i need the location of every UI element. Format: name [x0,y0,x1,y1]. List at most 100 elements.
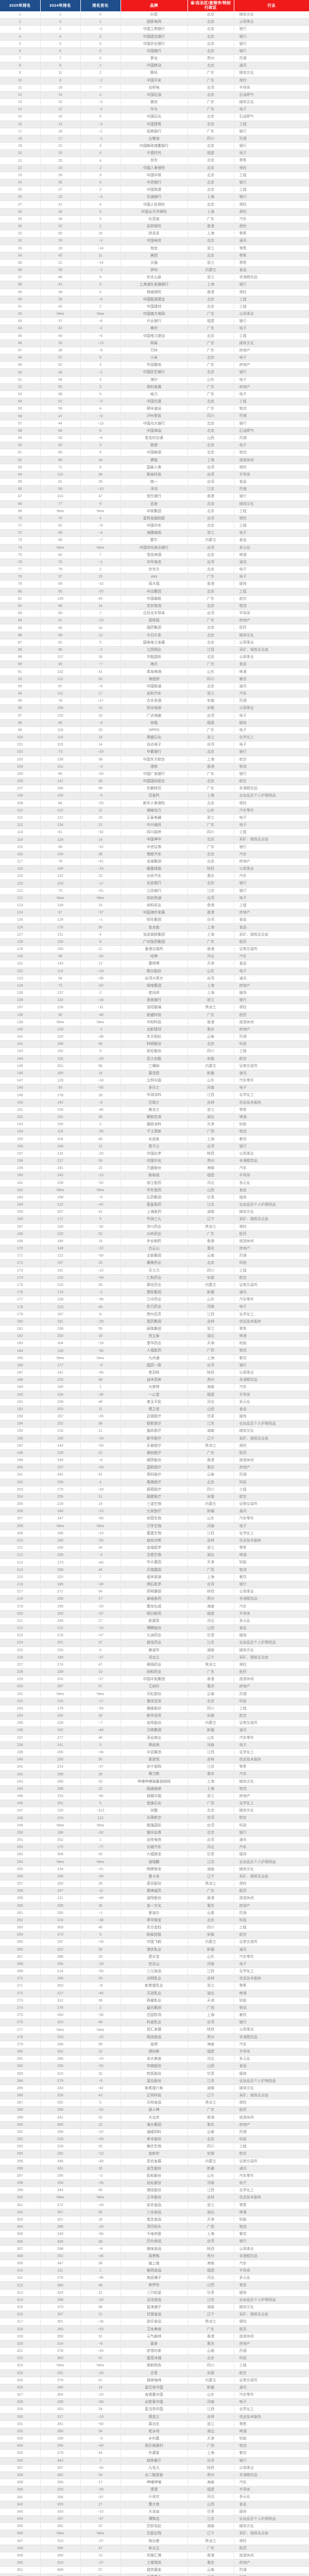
cell-region: 北京 [187,602,234,611]
table-row: 82 96 14 京东物流 北京 物流 [0,602,309,611]
cell-brand: 石药集团 [121,1194,188,1202]
cell-brand: 湊湊 [121,2486,188,2494]
cell-rank2025: 272 [0,1990,41,1997]
cell-brand: 拼多多 [121,230,188,238]
cell-brand: 江西铜业 [121,646,188,654]
cell-brand: 华东医药 [121,1187,188,1194]
table-row: 344 297 −47 谭鸭血 江苏 化妆品及个人护理用品 [0,2515,309,2523]
cell-brand: 中国太平洋保险 [121,208,188,216]
table-row: 124 67 −57 中国海外发展 香港 房地产 [0,909,309,917]
table-row: 47 38 −9 万科 广东 房地产 [0,347,309,355]
cell-rank2025: 128 [0,938,41,946]
cell-brand: 中国中车 [121,522,188,530]
cell-change: 20 [80,726,121,735]
cell-industry: 工程 [234,398,309,406]
cell-change: −3 [80,193,121,201]
table-row: 318 265 −53 卫龙美味 广东 医药 [0,2325,309,2333]
cell-region: 北京 [187,368,234,377]
table-row: 181 236 55 丽珠集团 浙江 零售 [0,1325,309,1333]
column-header-region: 省/自治区/直辖市/特别行政区 [187,0,234,11]
table-row: 316 337 21 甘源食品 辽宁 采矿、钢铁及冶金 [0,2311,309,2319]
cell-region: 上海 [187,931,234,939]
cell-brand: 潍柴动力 [121,807,188,815]
cell-industry: 公用事业 [234,639,309,647]
cell-brand: 微创医疗 [121,1449,188,1458]
cell-region: 贵州 [187,1595,234,1603]
cell-rank2024: 292 [40,2099,81,2107]
cell-brand: 新和成 [121,1172,188,1180]
cell-brand: 今日头条 [121,632,188,639]
cell-change: 37 [80,2522,121,2531]
cell-rank2024: 227 [40,1990,81,1997]
cell-rank2024: 107 [40,653,81,662]
cell-industry: 房地产 [234,2559,309,2567]
cell-rank2024: 128 [40,1347,81,1355]
table-row: 304 285 −19 湾仔码头 广西 物流 [0,2223,309,2231]
cell-rank2024: 178 [40,1091,81,1099]
cell-industry: 公用事业 [234,1150,309,1158]
cell-rank2025: 188 [0,1376,41,1384]
cell-region: 陕西 [187,1150,234,1158]
cell-rank2025: 84 [0,617,41,625]
cell-change: 18 [80,2216,121,2224]
cell-region: 云南 [187,1690,234,1698]
table-row: 29 34 5 比亚迪 广东 汽车 [0,215,309,223]
cell-industry: 银行 [234,1829,309,1837]
cell-rank2025: 90 [0,660,41,669]
cell-rank2024: 189 [40,1654,81,1662]
cell-rank2024: 188 [40,1829,81,1837]
cell-change: 32 [80,2070,121,2078]
table-row: 60 63 3 联想 北京 电子 [0,442,309,450]
cell-rank2024: 126 [40,1004,81,1012]
cell-change: −22 [80,2128,121,2137]
cell-region: 江西 [187,2187,234,2195]
cell-industry: 信息技术服务 [234,2194,309,2202]
cell-industry: 航空 [234,595,309,603]
cell-region: 广西 [187,2004,234,2012]
cell-industry: 保险 [234,1442,309,1450]
cell-rank2025: 48 [0,354,41,362]
table-row: 144 116 −28 亚士创能 安徽 航空 [0,1055,309,1063]
cell-industry: 服饰 [234,580,309,588]
cell-rank2024: 343 [40,2457,81,2465]
cell-industry: 工程 [234,172,309,179]
cell-rank2024: New [40,2194,81,2202]
cell-industry: 食品 [234,916,309,924]
cell-rank2024: New [40,2026,81,2034]
cell-change: 7 [80,2457,121,2465]
table-row: 278 253 −25 雨润食品 贵州 非酒精饮品 [0,2033,309,2041]
cell-change: −41 [80,858,121,866]
cell-change: −26 [80,2296,121,2304]
cell-rank2024: 353 [40,2405,81,2414]
cell-rank2025: 117 [0,858,41,866]
cell-brand: 太二酸菜鱼 [121,2471,188,2480]
cell-region: 香港 [187,1675,234,1684]
cell-brand: 携程 [121,456,188,464]
cell-rank2025: 31 [0,230,41,238]
cell-rank2025: 323 [0,2362,41,2370]
cell-rank2024: 41 [40,281,81,289]
cell-industry: 食品 [234,2501,309,2509]
cell-rank2025: 255 [0,1866,41,1873]
cell-rank2024: 77 [40,500,81,508]
cell-rank2025: 10 [0,77,41,84]
cell-region: 台湾 [187,1822,234,1829]
cell-rank2025: 274 [0,2004,41,2012]
cell-rank2025: 119 [0,872,41,880]
cell-change: 0 [80,33,121,41]
table-row: 68 77 9 百度 北京 媒体文化 [0,500,309,508]
cell-change: −35 [80,2011,121,2020]
cell-industry: 医药 [234,624,309,632]
cell-brand: 博腾股份 [121,1624,188,1633]
cell-change: −16 [80,1435,121,1443]
cell-region: 云南 [187,1909,234,1917]
cell-region: 贵州 [187,1157,234,1165]
cell-rank2024: New [40,1822,81,1829]
cell-rank2024: 92 [40,639,81,647]
table-row: 182 200 18 信立泰 湖北 啤酒 [0,1332,309,1341]
cell-rank2025: 307 [0,2245,41,2253]
cell-rank2025: 243 [0,1778,41,1786]
cell-rank2024: 223 [40,1303,81,1311]
cell-change: 22 [80,1785,121,1793]
cell-brand: 中国人寿保险 [121,164,188,172]
